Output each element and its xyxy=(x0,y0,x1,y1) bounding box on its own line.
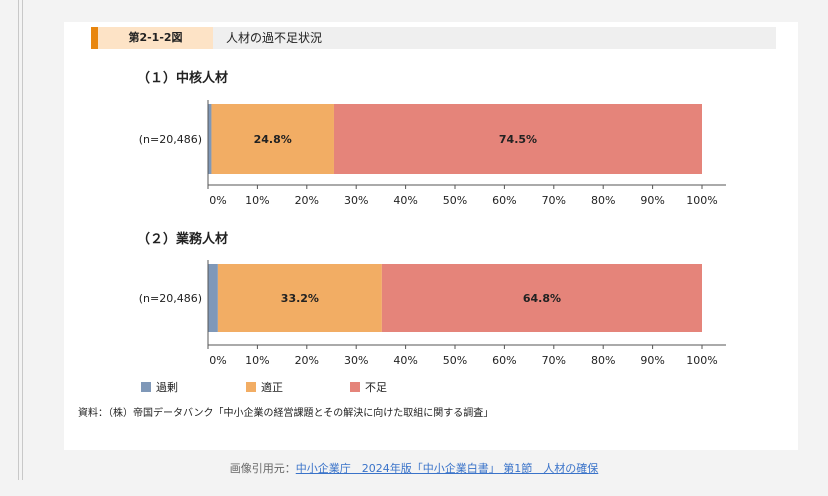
header-accent xyxy=(91,27,98,49)
chart1-x-tick-label: 60% xyxy=(492,194,516,207)
chart2-bar-不足 xyxy=(381,264,702,332)
credit-line: 画像引用元：中小企業庁 2024年版「中小企業白書」 第1節 人材の確保 xyxy=(0,460,828,476)
chart1-title: （１）中核人材 xyxy=(137,71,229,86)
chart2-x-tick-label: 60% xyxy=(492,354,516,367)
chart1-bar-適正 xyxy=(211,104,334,174)
chart1-x-tick-label: 40% xyxy=(393,194,417,207)
chart1-bar-過剰 xyxy=(208,104,212,174)
left-rule-1 xyxy=(18,0,19,480)
chart1-x-tick-label: 80% xyxy=(591,194,615,207)
figure-header: 第2-1-2図 人材の過不足状況 xyxy=(91,27,776,49)
legend-swatch-過剰 xyxy=(141,382,151,392)
chart1-data-label-適正: 24.8% xyxy=(254,133,292,146)
legend-label-適正: 適正 xyxy=(261,380,283,394)
chart1-category-label: (n=20,486) xyxy=(139,133,202,146)
figure-card: 第2-1-2図 人材の過不足状況 xyxy=(64,22,798,450)
chart1-bar-不足 xyxy=(333,104,702,174)
chart2-x-tick-label: 80% xyxy=(591,354,615,367)
chart2-x-tick-label: 30% xyxy=(344,354,368,367)
legend-label-不足: 不足 xyxy=(365,381,387,394)
chart2-x-tick-label: 0% xyxy=(209,354,226,367)
chart1-x-tick-label: 0% xyxy=(209,194,226,207)
chart2-bar-適正 xyxy=(217,264,382,332)
chart1-x-tick-label: 70% xyxy=(542,194,566,207)
chart2-x-tick-label: 70% xyxy=(542,354,566,367)
figure-number: 第2-1-2図 xyxy=(98,27,213,49)
chart2-x-tick-label: 90% xyxy=(640,354,664,367)
chart2-bar-過剰 xyxy=(208,264,218,332)
legend-swatch-適正 xyxy=(246,382,256,392)
credit-link[interactable]: 中小企業庁 2024年版「中小企業白書」 第1節 人材の確保 xyxy=(295,462,599,475)
chart1-x-tick-label: 10% xyxy=(245,194,269,207)
chart1-x-tick-label: 30% xyxy=(344,194,368,207)
chart2-x-tick-label: 100% xyxy=(686,354,717,367)
chart2-data-label-適正: 33.2% xyxy=(281,292,319,305)
chart2-x-tick-label: 20% xyxy=(295,354,319,367)
chart1-x-tick-label: 20% xyxy=(295,194,319,207)
legend-swatch-不足 xyxy=(350,382,360,392)
chart1-x-tick-label: 100% xyxy=(686,194,717,207)
source-note: 資料：（株）帝国データバンク「中小企業の経営課題とその解決に向けた取組に関する調… xyxy=(78,408,494,419)
chart1-data-label-不足: 74.5% xyxy=(499,133,537,146)
chart-canvas: (n=20,486) 24.8% 74.5% 0% 10% 20% 30% 40% 50% 60%… xyxy=(139,100,726,394)
chart2-x-tick-label: 10% xyxy=(245,354,269,367)
legend-label-過剰: 過剰 xyxy=(156,381,178,394)
chart2-title: （２）業務人材 xyxy=(137,232,229,247)
chart2-x-tick-label: 50% xyxy=(443,354,467,367)
credit-prefix: 画像引用元： xyxy=(229,462,296,475)
chart1-x-tick-label: 50% xyxy=(443,194,467,207)
chart2-x-tick-label: 40% xyxy=(393,354,417,367)
chart1-x-tick-label: 90% xyxy=(640,194,664,207)
left-rule-2 xyxy=(22,0,23,480)
chart2-data-label-不足: 64.8% xyxy=(523,292,561,305)
chart2-category-label: (n=20,486) xyxy=(139,292,202,305)
figure-title: 人材の過不足状況 xyxy=(226,31,323,45)
